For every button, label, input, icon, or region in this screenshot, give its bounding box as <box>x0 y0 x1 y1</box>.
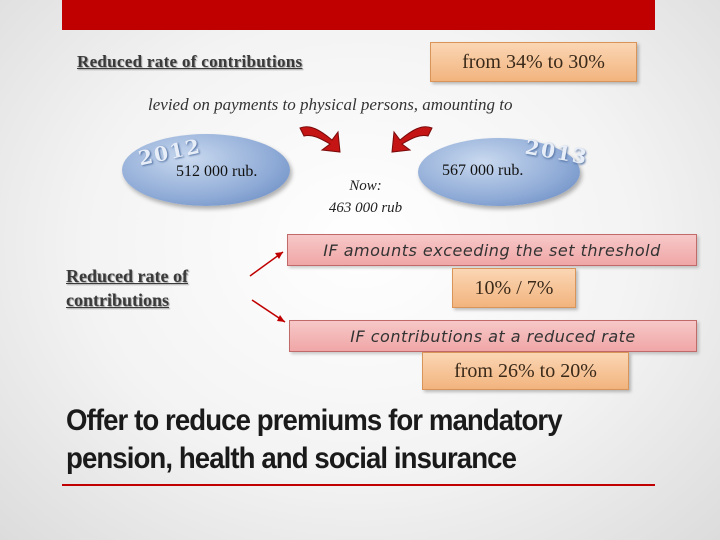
subtitle-line1: Reduced rate of <box>66 266 188 286</box>
year-2012-ellipse <box>122 134 290 206</box>
lower-pointer-arrow-icon <box>251 299 286 323</box>
reduced-rate-subtitle: Reduced rate of contributions <box>66 264 188 312</box>
condition-reduced-rate-box: IF contributions at a reduced rate <box>289 320 697 352</box>
offer-heading: Offer to reduce premiums for mandatory p… <box>66 402 618 478</box>
offer-line2: pension, health and social insurance <box>66 442 517 475</box>
now-value: 463 000 rub <box>328 200 403 216</box>
rate-box-34-30: from 34% to 30% <box>430 42 637 82</box>
now-label: Now: <box>349 178 382 194</box>
amount-2012: 512 000 rub. <box>176 163 258 180</box>
top-accent-bar <box>62 0 655 30</box>
subtitle-line2: contributions <box>66 290 170 310</box>
rate-box-10-7: 10% / 7% <box>452 268 576 308</box>
left-red-arrow-icon <box>299 126 341 153</box>
offer-line1: Offer to reduce premiums for mandatory <box>66 404 563 437</box>
rate-box-26-20: from 26% to 20% <box>422 352 629 390</box>
bottom-red-line <box>62 484 655 486</box>
amount-2013: 567 000 rub. <box>442 162 524 179</box>
right-red-arrow-icon <box>391 126 433 153</box>
upper-pointer-arrow-icon <box>249 251 284 277</box>
condition-threshold-box: IF amounts exceeding the set threshold <box>287 234 697 266</box>
now-amount: Now: 463 000 rub <box>318 175 413 219</box>
year-2013-ellipse <box>418 138 580 206</box>
levied-text: levied on payments to physical persons, … <box>148 95 513 114</box>
reduced-rate-title: Reduced rate of contributions <box>77 52 303 71</box>
